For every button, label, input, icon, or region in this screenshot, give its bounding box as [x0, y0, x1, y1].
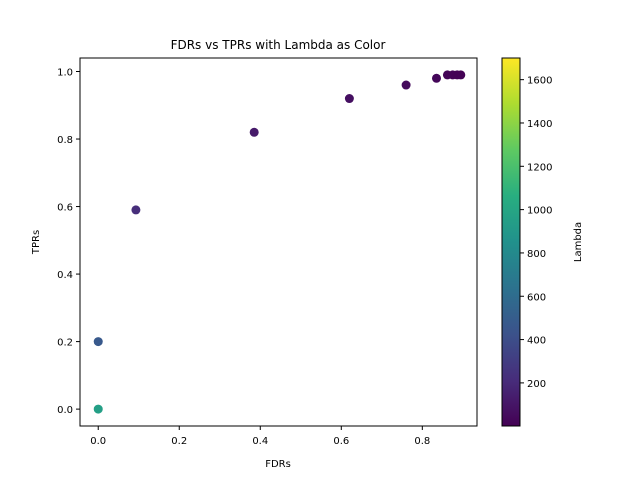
y-axis-label: TPRs	[31, 230, 42, 255]
x-tick-label: 0.0	[90, 436, 106, 447]
colorbar-tick-label: 200	[527, 379, 546, 390]
colorbar-tick-label: 400	[527, 336, 546, 347]
colorbar-tick-label: 1000	[527, 206, 552, 217]
scatter-point	[344, 94, 354, 104]
colorbar-label: Lambda	[573, 222, 584, 262]
scatter-point	[431, 73, 441, 83]
data-points	[93, 70, 466, 414]
scatter-point	[401, 80, 411, 90]
chart-title: FDRs vs TPRs with Lambda as Color	[171, 38, 386, 52]
colorbar-tick-label: 1200	[527, 162, 552, 173]
x-tick-label: 0.6	[333, 436, 349, 447]
x-tick-label: 0.4	[252, 436, 268, 447]
colorbar-tick-label: 1400	[527, 119, 552, 130]
colorbar-ticks: 200 400 600 800 1000 1200 1400 1600	[520, 76, 552, 390]
y-axis-ticks: 0.0 0.2 0.4 0.6 0.8 1.0	[57, 68, 80, 416]
scatter-point	[131, 205, 141, 215]
y-tick-label: 0.8	[57, 135, 73, 146]
y-tick-label: 0.0	[57, 405, 73, 416]
colorbar	[501, 57, 521, 427]
plot-frame	[79, 57, 478, 427]
colorbar-tick-label: 1600	[527, 76, 552, 87]
scatter-point	[93, 337, 103, 347]
x-tick-label: 0.8	[414, 436, 430, 447]
y-tick-label: 0.2	[57, 338, 73, 349]
colorbar-tick-label: 800	[527, 249, 546, 260]
scatter-point	[93, 404, 103, 414]
x-axis-ticks: 0.0 0.2 0.4 0.6 0.8	[90, 426, 430, 447]
x-tick-label: 0.2	[171, 436, 187, 447]
x-axis-label: FDRs	[265, 459, 291, 470]
y-tick-label: 0.6	[57, 203, 73, 214]
scatter-point	[456, 70, 466, 80]
scatter-point	[249, 127, 259, 137]
y-tick-label: 0.4	[57, 270, 73, 281]
colorbar-tick-label: 600	[527, 292, 546, 303]
y-tick-label: 1.0	[57, 68, 73, 79]
